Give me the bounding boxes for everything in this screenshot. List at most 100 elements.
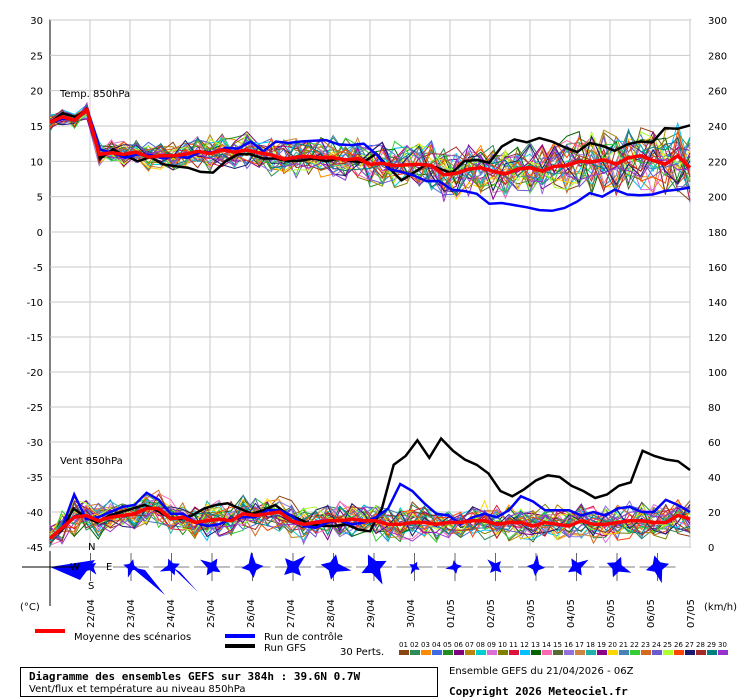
legend-control-label: Run de contrôle — [264, 631, 343, 643]
compass-e: E — [106, 562, 112, 573]
date-label: 25/04 — [206, 599, 217, 628]
temp-left-tick: 5 — [37, 193, 43, 204]
pert-swatch — [542, 650, 552, 655]
temp-left-tick: 10 — [30, 157, 43, 168]
pert-number: 22 — [630, 641, 639, 649]
wind-right-tick: 60 — [708, 438, 721, 449]
pert-number: 07 — [465, 641, 474, 649]
pert-swatch — [564, 650, 574, 655]
wind-right-tick: 120 — [708, 333, 727, 344]
pert-number: 05 — [443, 641, 452, 649]
legend-control-swatch — [225, 634, 255, 638]
pert-number: 20 — [608, 641, 617, 649]
temp-right-tick: 280 — [708, 51, 727, 62]
pert-swatch — [399, 650, 409, 655]
pert-number: 09 — [487, 641, 496, 649]
pert-number: 28 — [696, 641, 705, 649]
date-label: 26/04 — [246, 599, 257, 628]
date-label: 04/05 — [566, 599, 577, 628]
date-label: 24/04 — [166, 599, 177, 628]
date-label: 29/04 — [366, 599, 377, 628]
pert-swatch — [487, 650, 497, 655]
pert-number: 02 — [410, 641, 419, 649]
pert-swatch — [531, 650, 541, 655]
pert-swatch — [718, 650, 728, 655]
pert-swatch — [586, 650, 596, 655]
wind-rose — [477, 553, 514, 581]
pert-number: 04 — [432, 641, 441, 649]
wind-left-tick: -10 — [27, 298, 43, 309]
compass-s: S — [88, 581, 94, 592]
temp-left-tick: 20 — [30, 87, 43, 98]
pert-number: 12 — [520, 641, 529, 649]
pert-swatch — [454, 650, 464, 655]
pert-swatch — [685, 650, 695, 655]
wind-right-tick: 160 — [708, 263, 727, 274]
wind-left-tick: -35 — [27, 473, 43, 484]
pert-swatch — [608, 650, 618, 655]
pert-number: 01 — [399, 641, 408, 649]
date-label: 05/05 — [606, 599, 617, 628]
wind-left-tick: -15 — [27, 333, 43, 344]
temp-left-tick: 30 — [30, 16, 43, 27]
pert-swatch — [509, 650, 519, 655]
date-label: 28/04 — [326, 599, 337, 628]
wind-rose — [275, 553, 311, 581]
pert-number: 16 — [564, 641, 573, 649]
title-box: Diagramme des ensembles GEFS sur 384h : … — [20, 667, 438, 697]
wind-rose-second — [131, 567, 165, 595]
wind-line-2 — [49, 436, 691, 540]
wind-rose — [396, 553, 433, 581]
temp-line-2 — [49, 107, 691, 182]
date-label: 23/04 — [126, 599, 137, 628]
wind-rose-first — [50, 560, 95, 580]
temp-panel-label: Temp. 850hPa — [59, 89, 130, 100]
wind-rose — [153, 553, 190, 581]
temp-left-tick: 15 — [30, 122, 43, 133]
legend-perts-label: 30 Perts. — [340, 647, 384, 658]
wind-left-tick: -25 — [27, 403, 43, 414]
pert-swatch — [498, 650, 508, 655]
wind-left-tick: -45 — [27, 543, 43, 554]
pert-swatch — [597, 650, 607, 655]
date-label: 06/05 — [646, 599, 657, 628]
wind-rose — [194, 553, 230, 581]
date-label: 30/04 — [406, 599, 417, 628]
unit-right: (km/h) — [704, 602, 737, 613]
pert-number: 27 — [685, 641, 694, 649]
pert-number: 24 — [652, 641, 661, 649]
temp-right-tick: 240 — [708, 122, 727, 133]
wind-left-tick: -30 — [27, 438, 43, 449]
pert-swatch — [476, 650, 486, 655]
pert-swatch — [707, 650, 717, 655]
wind-pert-line — [49, 489, 691, 545]
wind-roses — [50, 551, 676, 595]
pert-number: 26 — [674, 641, 683, 649]
pert-number: 13 — [531, 641, 540, 649]
wind-rose — [234, 551, 271, 581]
wind-left-tick: -20 — [27, 368, 43, 379]
temp-pert-line — [49, 106, 691, 201]
pert-swatch — [619, 650, 629, 655]
pert-swatch — [696, 650, 706, 655]
wind-right-tick: 100 — [708, 368, 727, 379]
date-label: 02/05 — [486, 599, 497, 628]
compass-w: W — [70, 562, 80, 573]
legend-mean-label: Moyenne des scénarios — [74, 631, 191, 643]
temp-right-tick: 180 — [708, 228, 727, 239]
pert-swatch — [410, 650, 420, 655]
pert-legend: 01 02 03 04 05 06 07 08 09 10 11 12 13 14 15 16 17 18 19 20… — [399, 641, 728, 655]
copyright: Copyright 2026 Meteociel.fr — [449, 685, 628, 698]
wind-rose-third — [172, 567, 198, 592]
pert-swatch — [465, 650, 475, 655]
pert-number: 14 — [542, 641, 551, 649]
pert-number: 10 — [498, 641, 507, 649]
wind-left-tick: -40 — [27, 508, 43, 519]
wind-rose — [356, 553, 392, 585]
unit-left: (°C) — [20, 602, 40, 613]
wind-pert-line — [49, 501, 691, 546]
date-labels: 22/04 23/04 24/04 25/04 26/04 27/04 28/04 29/04… — [86, 599, 697, 628]
pert-swatch — [652, 650, 662, 655]
